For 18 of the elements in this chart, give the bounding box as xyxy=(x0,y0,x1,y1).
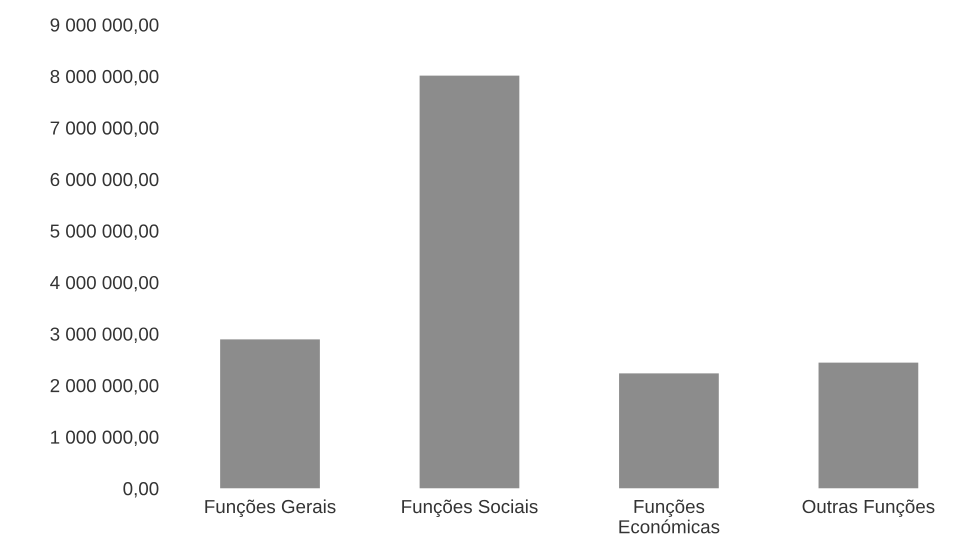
y-tick-label: 2 000 000,00 xyxy=(50,378,158,394)
y-tick-label: 0,00 xyxy=(123,482,158,498)
x-tick-label: Outras Funções xyxy=(802,499,934,517)
y-tick-label: 3 000 000,00 xyxy=(50,327,158,343)
x-tick-label: Funções Sociais xyxy=(402,499,538,517)
y-tick-label: 1 000 000,00 xyxy=(51,430,158,446)
y-tick-label: 7 000 000,00 xyxy=(50,121,158,137)
y-tick-label: 8 000 000,00 xyxy=(50,70,158,86)
x-tick-label: Funções Gerais xyxy=(205,499,336,517)
x-tick-label: Funções Económicas xyxy=(619,499,720,534)
y-tick-label: 9 000 000,00 xyxy=(50,18,158,34)
bar xyxy=(420,76,520,488)
bar xyxy=(619,373,719,488)
y-tick-label: 4 000 000,00 xyxy=(50,276,158,292)
y-tick-label: 5 000 000,00 xyxy=(50,224,158,240)
bar xyxy=(818,362,918,488)
y-tick-label: 6 000 000,00 xyxy=(50,172,158,188)
bar xyxy=(220,339,320,488)
